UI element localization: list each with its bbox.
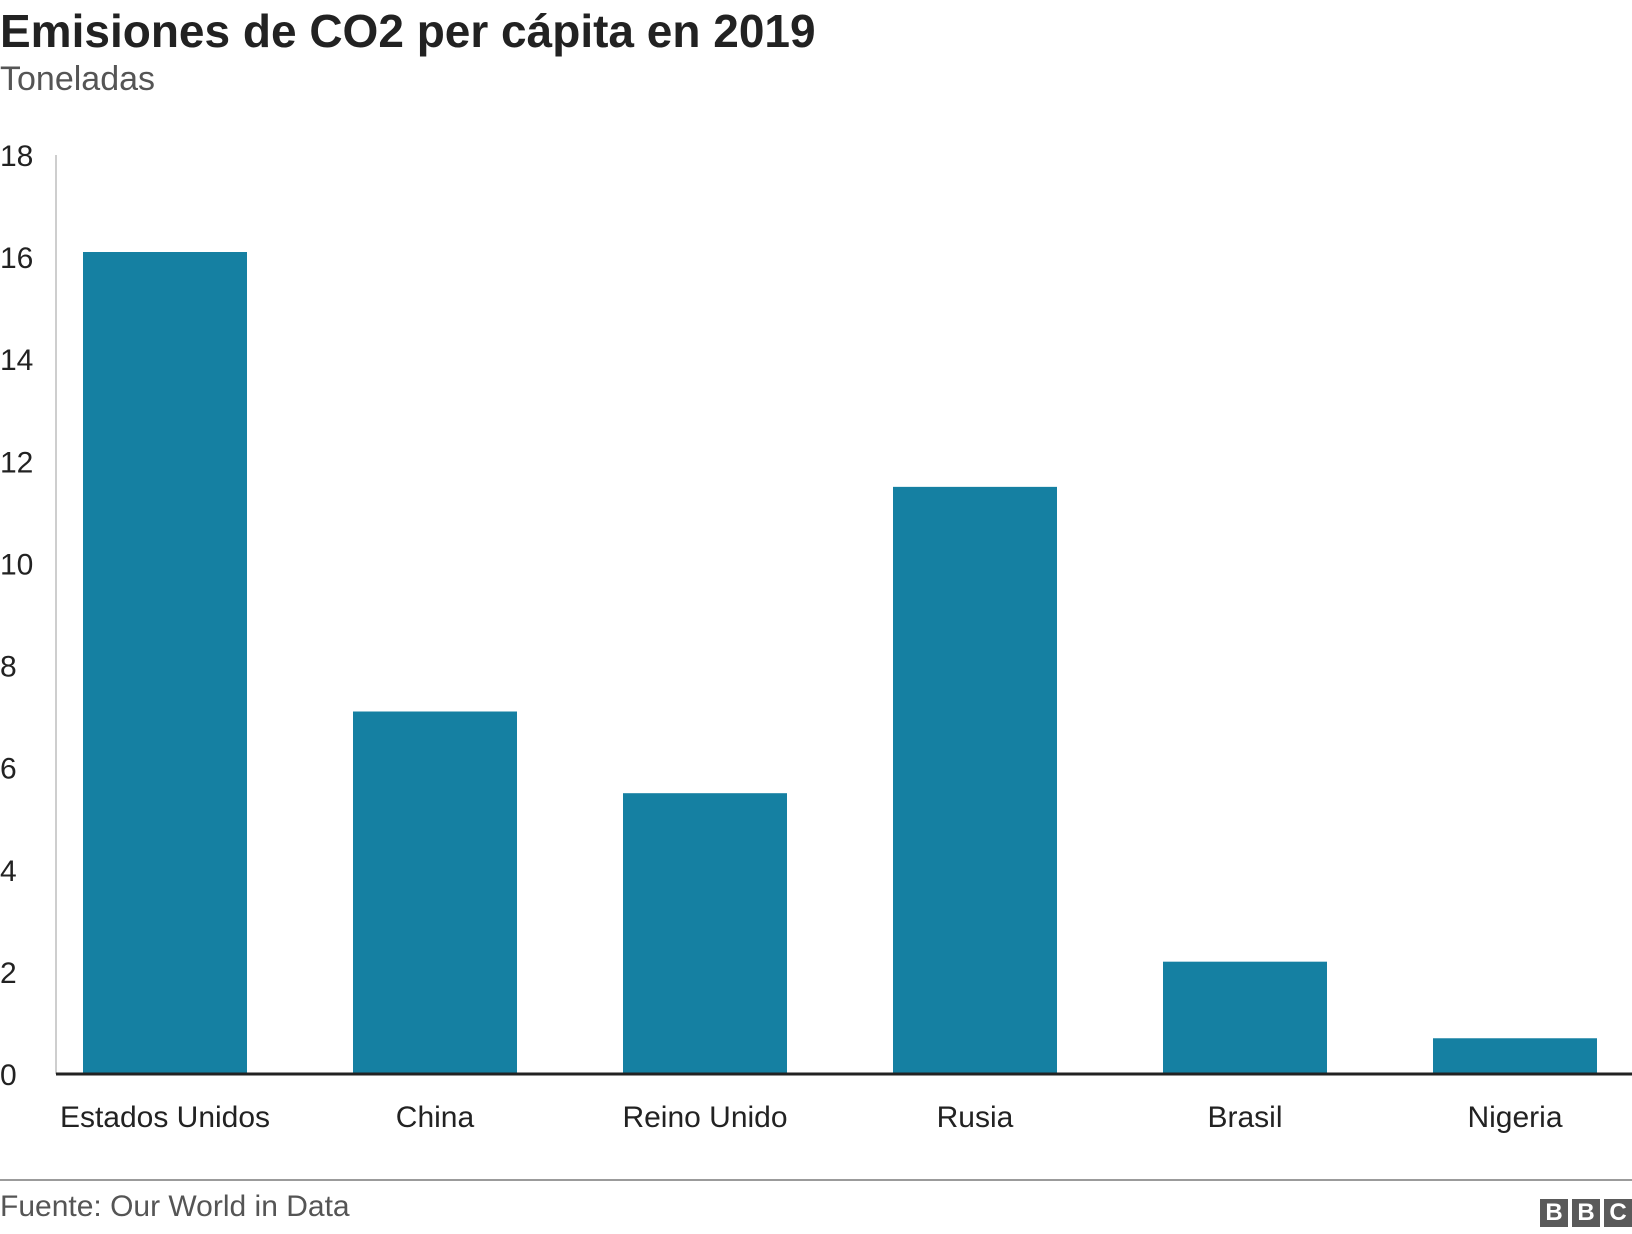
y-tick-label: 8 [0,651,17,684]
chart-subtitle: Toneladas [0,60,156,98]
y-tick-label: 10 [0,548,33,581]
x-tick-label: Nigeria [1467,1101,1562,1134]
x-tick-label: China [396,1101,475,1134]
y-tick-label: 18 [0,140,33,173]
y-tick-label: 12 [0,446,33,479]
footer-divider [0,1179,1632,1181]
bar [623,793,787,1074]
x-tick-label: Estados Unidos [60,1101,270,1134]
y-tick-label: 6 [0,753,17,786]
y-tick-label: 0 [0,1059,17,1092]
chart-title: Emisiones de CO2 per cápita en 2019 [0,5,816,57]
bbc-logo-letter: C [1604,1199,1632,1227]
bbc-logo: B B C [1540,1199,1632,1227]
bar [83,252,247,1074]
y-tick-label: 2 [0,957,17,990]
y-tick-label: 4 [0,855,17,888]
bar-chart: 0 2 4 6 8 10 12 14 16 18 Estados Unidos China Reino … [0,140,1632,1134]
bar [1433,1038,1597,1074]
bar [893,486,1057,1075]
x-tick-label: Reino Unido [622,1101,787,1134]
bar [353,711,517,1074]
x-tick-label: Brasil [1207,1101,1282,1134]
bbc-logo-letter: B [1572,1199,1600,1227]
x-tick-label: Rusia [937,1101,1014,1134]
y-tick-label: 16 [0,242,33,275]
source-note: Fuente: Our World in Data [0,1190,350,1223]
y-tick-label: 14 [0,344,33,377]
bbc-logo-letter: B [1540,1199,1568,1227]
bar [1163,961,1327,1074]
